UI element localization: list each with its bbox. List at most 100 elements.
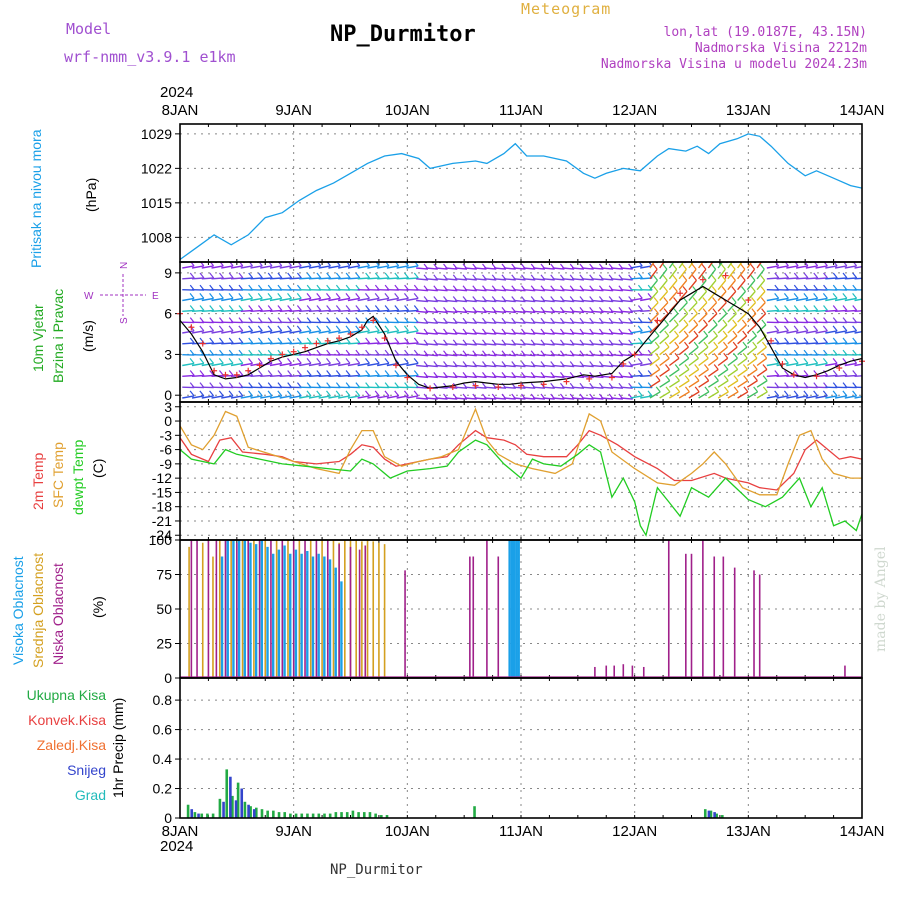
wind-barb	[591, 397, 604, 400]
wind-barb	[737, 279, 746, 291]
wind-barb-flag	[863, 273, 867, 278]
wind-barb	[435, 332, 448, 335]
wind-barb	[737, 335, 748, 345]
wind-barb	[182, 265, 195, 269]
wind-barb	[435, 299, 448, 303]
wind-barb-flag	[316, 262, 322, 267]
wind-barb	[406, 330, 419, 334]
wind-barb-flag	[762, 386, 768, 393]
wind-barb	[230, 297, 243, 302]
wind-barb	[854, 298, 862, 302]
precip-total-bar	[260, 809, 264, 818]
wind-barb	[717, 313, 728, 323]
wind-barb	[416, 375, 429, 379]
wind-barb-flag	[663, 286, 669, 292]
precip-total-bar	[380, 815, 383, 818]
wind-barb-flag	[832, 358, 838, 364]
wind-barb	[406, 362, 419, 367]
wind-barb-flag	[287, 325, 292, 332]
time-label-top: 8JAN	[162, 102, 199, 119]
wind-barb-flag	[647, 317, 653, 323]
wind-barb	[688, 335, 699, 345]
precip-total-bar	[311, 813, 315, 818]
wind-barb	[668, 268, 678, 280]
wind-barb	[844, 330, 857, 334]
time-label-bottom: 9JAN	[275, 823, 312, 840]
wind-barb	[269, 362, 282, 367]
wind-barb-flag	[345, 337, 351, 344]
wind-barb-flag	[653, 297, 659, 303]
wind-barb	[464, 310, 477, 314]
wind-barb-flag	[287, 305, 293, 311]
wind-barb	[630, 265, 643, 269]
wind-barb	[805, 265, 818, 269]
wind-barb-flag	[784, 262, 789, 267]
wind-barb-flag	[404, 272, 410, 279]
wind-barb	[464, 364, 477, 368]
wind-barb-flag	[238, 337, 244, 344]
wind-barb	[455, 375, 468, 379]
wind-barb-flag	[783, 390, 789, 397]
wind-barb-flag	[832, 305, 838, 311]
wind-barb	[649, 324, 660, 334]
wind-barb	[455, 267, 468, 270]
wind-barb-flag	[863, 370, 867, 375]
wind-barb	[707, 324, 718, 334]
wind-barb-flag	[722, 330, 728, 337]
wind-barb	[484, 397, 497, 400]
wind-barb	[201, 362, 214, 367]
wind-barb	[386, 362, 399, 367]
wind-barb-flag	[832, 390, 838, 397]
wind-barb	[659, 335, 670, 345]
lonlat-info: lon,lat (19.0187E, 43.15N)	[663, 25, 868, 40]
wind-barb	[484, 386, 497, 389]
wind-barb-flag	[219, 272, 224, 279]
precip-total-bar	[362, 812, 366, 818]
wind-barb	[707, 262, 714, 269]
precip-ytick-label: 0.2	[153, 781, 173, 797]
wind-barb	[854, 375, 862, 378]
wind-barb	[688, 368, 700, 377]
wind-barb	[532, 375, 546, 379]
wind-barb-flag	[713, 341, 719, 348]
wind-barb-flag	[774, 370, 780, 376]
wind-barb-flag	[672, 274, 678, 281]
wind-barb	[416, 364, 429, 368]
wind-barb-flag	[355, 390, 361, 397]
wind-barb-flag	[823, 370, 828, 376]
wind-barb	[581, 278, 594, 281]
wind-barb-flag	[355, 370, 361, 376]
wind-barb	[279, 297, 292, 302]
wind-barb-flag	[257, 305, 263, 311]
wind-barb-flag	[189, 337, 195, 344]
precip-total-bar	[317, 813, 321, 818]
wind-barb	[620, 353, 633, 357]
wind-barb-flag	[774, 262, 780, 267]
wind-barb	[591, 343, 604, 346]
wind-barb	[328, 395, 341, 399]
wind-barb	[707, 313, 718, 323]
wind-barb-flag	[326, 262, 331, 267]
wind-barb	[523, 278, 536, 281]
wind-barb	[347, 395, 360, 399]
wind-barb	[659, 279, 668, 291]
wind-barb-flag	[229, 262, 234, 267]
wind-barb	[601, 343, 614, 346]
wind-barb	[688, 302, 698, 312]
wind-barb	[260, 265, 273, 269]
wind-barb	[649, 290, 659, 301]
wind-barb	[367, 265, 380, 269]
wind-barb-flag	[672, 286, 678, 292]
wind-barb-flag	[316, 337, 322, 344]
wind-barb-flag	[248, 305, 254, 311]
wind-barb	[552, 397, 565, 400]
wind-barb-flag	[267, 272, 273, 279]
wind-barb	[513, 364, 526, 368]
time-label-bottom: 8JAN	[162, 823, 199, 840]
wind-barb-flag	[702, 297, 708, 303]
wind-barb	[435, 397, 448, 400]
wind-barb	[357, 297, 370, 302]
precip-total-bar	[231, 795, 234, 818]
wind-barb-flag	[832, 293, 838, 299]
wind-barb-flag	[822, 325, 828, 332]
